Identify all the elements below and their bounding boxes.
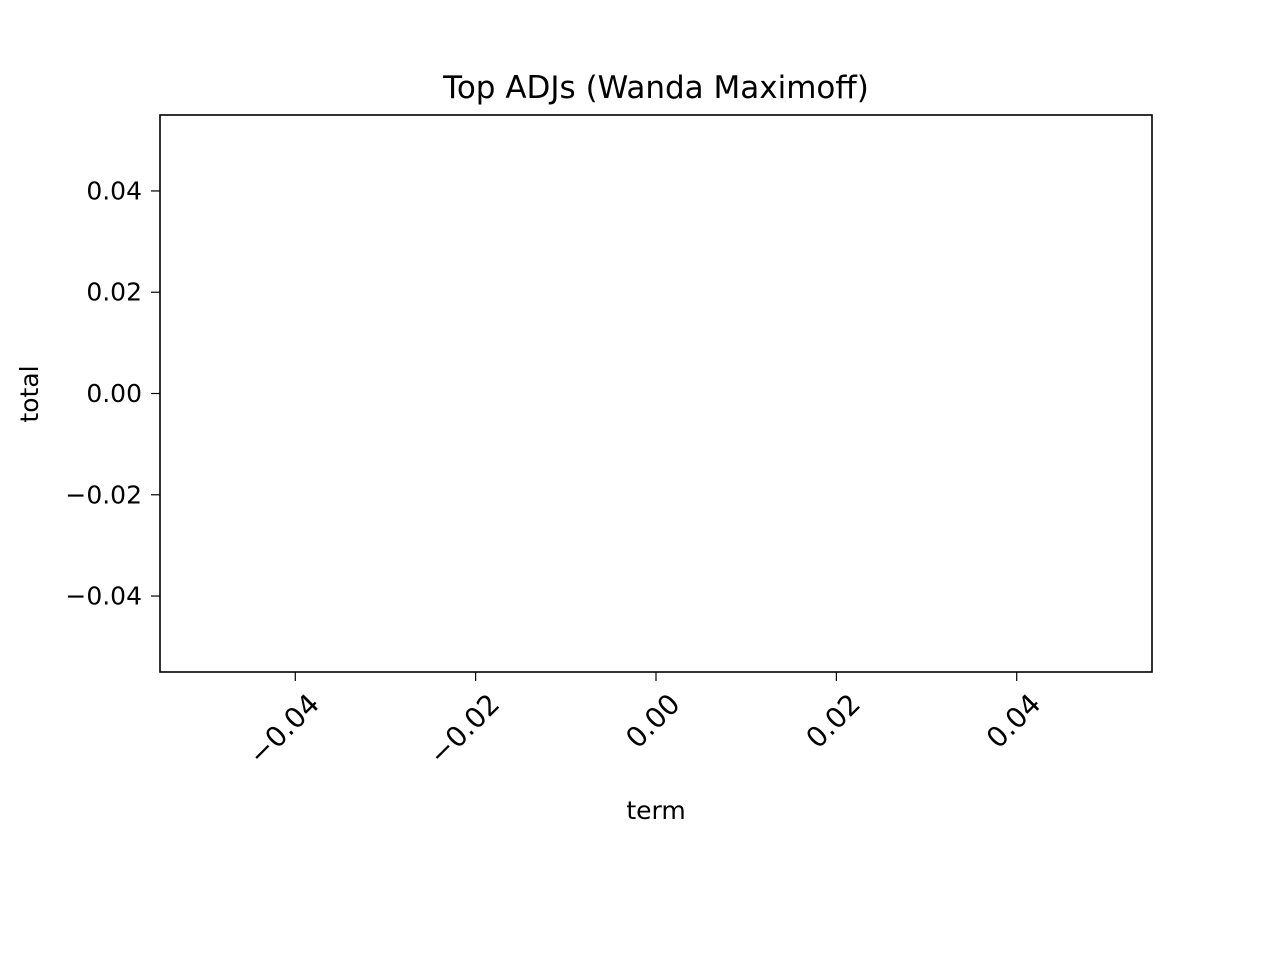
x-axis-label: term: [626, 796, 685, 825]
x-tick-label: −0.02: [422, 687, 506, 771]
plot-area: [159, 114, 1153, 673]
x-axis: −0.04 −0.02 0.00 0.02 0.04: [242, 672, 1047, 771]
y-axis: −0.04 −0.02 0.00 0.02 0.04: [65, 176, 160, 611]
y-tick-label: 0.02: [86, 278, 142, 307]
y-tick-label: 0.00: [86, 379, 142, 408]
x-tick-label: 0.04: [980, 687, 1047, 754]
x-tick-label: −0.04: [242, 687, 326, 771]
x-tick-label: 0.00: [619, 687, 686, 754]
y-tick-label: −0.04: [65, 582, 142, 611]
x-tick-label: 0.02: [800, 687, 867, 754]
y-axis-label: total: [15, 365, 44, 422]
y-tick-label: −0.02: [65, 480, 142, 509]
y-tick-label: 0.04: [86, 176, 142, 205]
chart-title: Top ADJs (Wanda Maximoff): [442, 70, 869, 106]
